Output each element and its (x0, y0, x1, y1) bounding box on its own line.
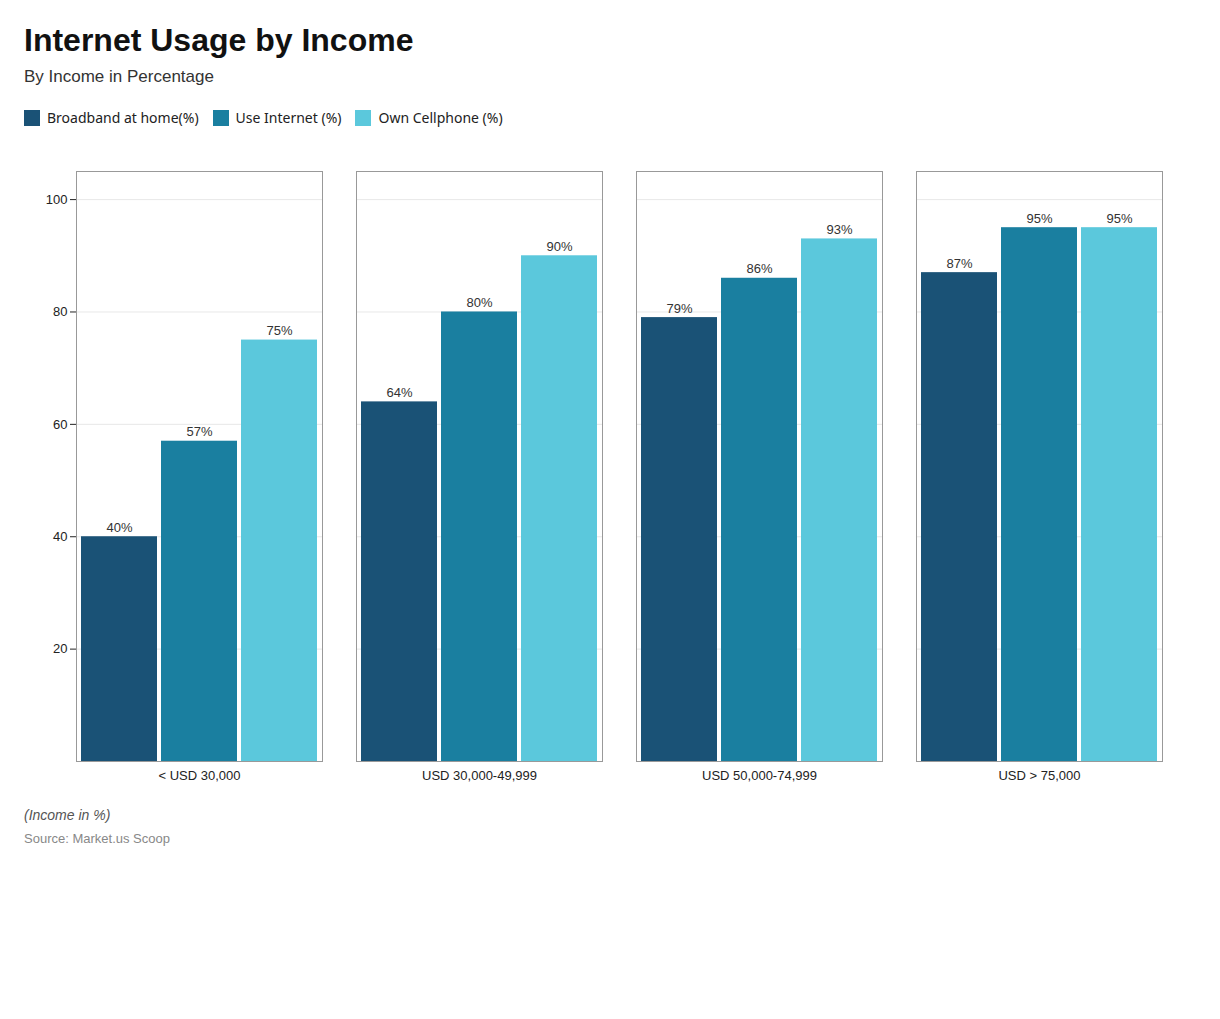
svg-text:95%: 95% (1026, 211, 1052, 226)
svg-text:95%: 95% (1106, 211, 1132, 226)
svg-text:100: 100 (46, 192, 68, 207)
html-text:Use Internet (%): Use Internet (%) (235, 108, 342, 127)
svg-text:93%: 93% (826, 222, 852, 237)
html-text:By Income in Percentage: By Income in Percentage (24, 67, 214, 86)
html-text:Own Cellphone (%): Own Cellphone (%) (378, 108, 503, 127)
svg-text:80%: 80% (466, 295, 492, 310)
svg-text:90%: 90% (546, 239, 572, 254)
svg-text:60: 60 (53, 417, 67, 432)
svg-text:80: 80 (53, 304, 67, 319)
html-text:Internet Usage by Income: Internet Usage by Income (24, 22, 414, 58)
svg-text:86%: 86% (746, 261, 772, 276)
svg-text:40%: 40% (106, 520, 132, 535)
svg-text:87%: 87% (946, 256, 972, 271)
svg-text:79%: 79% (666, 301, 692, 316)
html-text:(Income in %): (Income in %) (24, 807, 111, 823)
html-text:Source: Market.us Scoop: Source: Market.us Scoop (24, 831, 170, 846)
svg-text:USD > 75,000: USD > 75,000 (998, 768, 1080, 783)
html-text:Broadband at home(%): Broadband at home(%) (47, 108, 199, 127)
svg-text:64%: 64% (386, 385, 412, 400)
svg-text:< USD 30,000: < USD 30,000 (158, 768, 240, 783)
svg-text:40: 40 (53, 529, 67, 544)
svg-text:75%: 75% (266, 323, 292, 338)
svg-text:57%: 57% (186, 424, 212, 439)
svg-text:20: 20 (53, 641, 67, 656)
svg-text:USD 30,000-49,999: USD 30,000-49,999 (422, 768, 537, 783)
svg-text:USD 50,000-74,999: USD 50,000-74,999 (702, 768, 817, 783)
